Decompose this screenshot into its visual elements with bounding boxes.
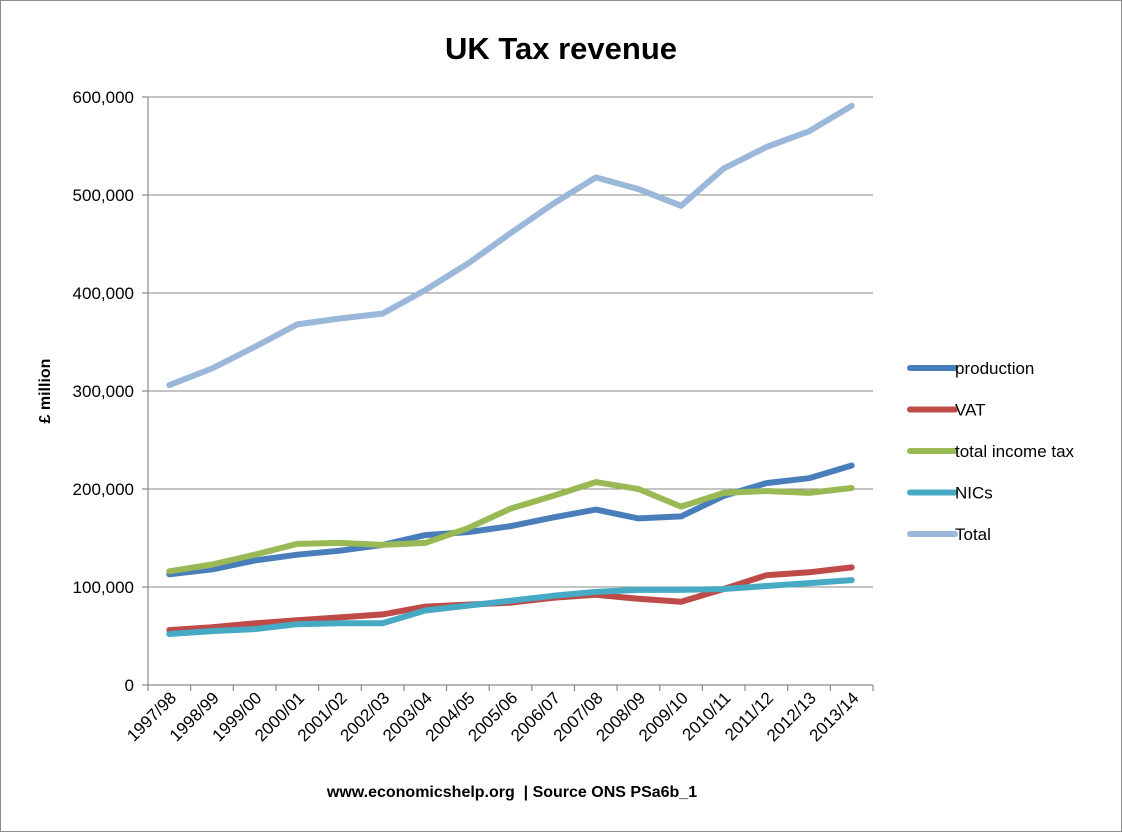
series-line-production <box>166 462 855 578</box>
y-tick-label: 200,000 <box>73 480 134 499</box>
y-tick-label: 400,000 <box>73 284 134 303</box>
legend-label: VAT <box>955 401 986 420</box>
series-line-nics <box>166 577 855 637</box>
legend-label: total income tax <box>955 442 1075 461</box>
y-axis-label: £ million <box>37 359 54 424</box>
y-tick-label: 0 <box>125 676 134 695</box>
series-line-total <box>166 102 855 389</box>
legend-label: production <box>955 359 1034 378</box>
x-axis-ticks: 1997/981998/991999/002000/012001/022002/… <box>123 685 874 745</box>
legend-label: Total <box>955 525 991 544</box>
gridlines <box>147 96 873 686</box>
series-lines <box>166 102 855 637</box>
chart-title: UK Tax revenue <box>445 31 677 66</box>
y-tick-label: 300,000 <box>73 382 134 401</box>
series-line-total-income-tax <box>166 479 855 575</box>
y-tick-label: 500,000 <box>73 186 134 205</box>
x-axis-label: www.economicshelp.org | Source ONS PSa6b… <box>326 784 697 801</box>
y-tick-label: 600,000 <box>73 88 134 107</box>
legend-label: NICs <box>955 484 993 503</box>
y-tick-label: 100,000 <box>73 578 134 597</box>
legend: production VAT total income tax NICs Total <box>907 359 1075 544</box>
y-axis-ticks: 0 100,000 200,000 300,000 400,000 500,000 600,… <box>73 88 148 695</box>
